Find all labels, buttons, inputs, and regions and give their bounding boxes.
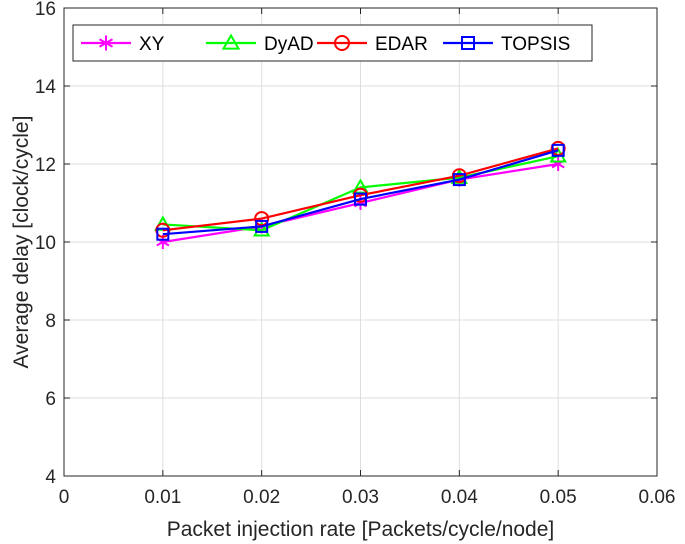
y-tick-label: 6 (45, 389, 56, 410)
legend-label-dyad: DyAD (264, 34, 314, 55)
data-point-topsis (255, 219, 269, 233)
y-tick-label: 10 (35, 233, 56, 254)
legend-marker-edar (334, 35, 350, 51)
data-point-topsis (156, 227, 170, 241)
legend-item-dyad: DyAD (206, 33, 314, 55)
legend-marker-xy (99, 35, 113, 51)
x-tick-label: 0.04 (441, 487, 478, 508)
legend: XY DyAD EDAR TOPSIS (72, 24, 593, 62)
legend-label-xy: XY (139, 34, 165, 55)
x-tick-label: 0.02 (243, 487, 280, 508)
x-axis-label: Packet injection rate [Packets/cycle/nod… (167, 518, 555, 541)
x-tick-label: 0.03 (342, 487, 379, 508)
series-line-topsis (162, 149, 559, 236)
legend-item-xy: XY (81, 34, 165, 55)
y-tick-label: 16 (35, 0, 56, 20)
y-tick-label: 8 (45, 311, 56, 332)
y-tick-label: 14 (35, 77, 57, 98)
data-point-topsis (551, 143, 565, 157)
x-tick-label: 0.06 (639, 487, 676, 508)
x-tick-label: 0.05 (540, 487, 577, 508)
x-tick-label: 0.01 (144, 487, 181, 508)
x-tick-label: 0 (59, 487, 70, 508)
y-tick-label: 12 (35, 155, 56, 176)
grid-lines (63, 7, 658, 477)
y-axis-ticks: 4 6 8 10 12 14 16 (35, 0, 657, 488)
legend-item-topsis: TOPSIS (443, 34, 570, 55)
data-point-topsis (354, 192, 367, 206)
series-layer (154, 140, 567, 249)
data-point-edar (254, 211, 270, 227)
legend-item-edar: EDAR (317, 34, 428, 55)
data-point-topsis (452, 173, 466, 187)
y-axis-label: Average delay [clock/cycle] (10, 116, 33, 369)
series-topsis (156, 143, 565, 241)
legend-marker-dyad (221, 33, 241, 50)
y-tick-label: 4 (45, 467, 56, 488)
legend-label-topsis: TOPSIS (501, 34, 570, 55)
x-axis-ticks: 0 0.01 0.02 0.03 0.04 0.05 0.06 (59, 8, 676, 508)
legend-marker-topsis (461, 36, 475, 50)
data-point-dyad (252, 221, 271, 237)
series-line-edar (162, 147, 559, 232)
legend-label-edar: EDAR (375, 34, 428, 55)
